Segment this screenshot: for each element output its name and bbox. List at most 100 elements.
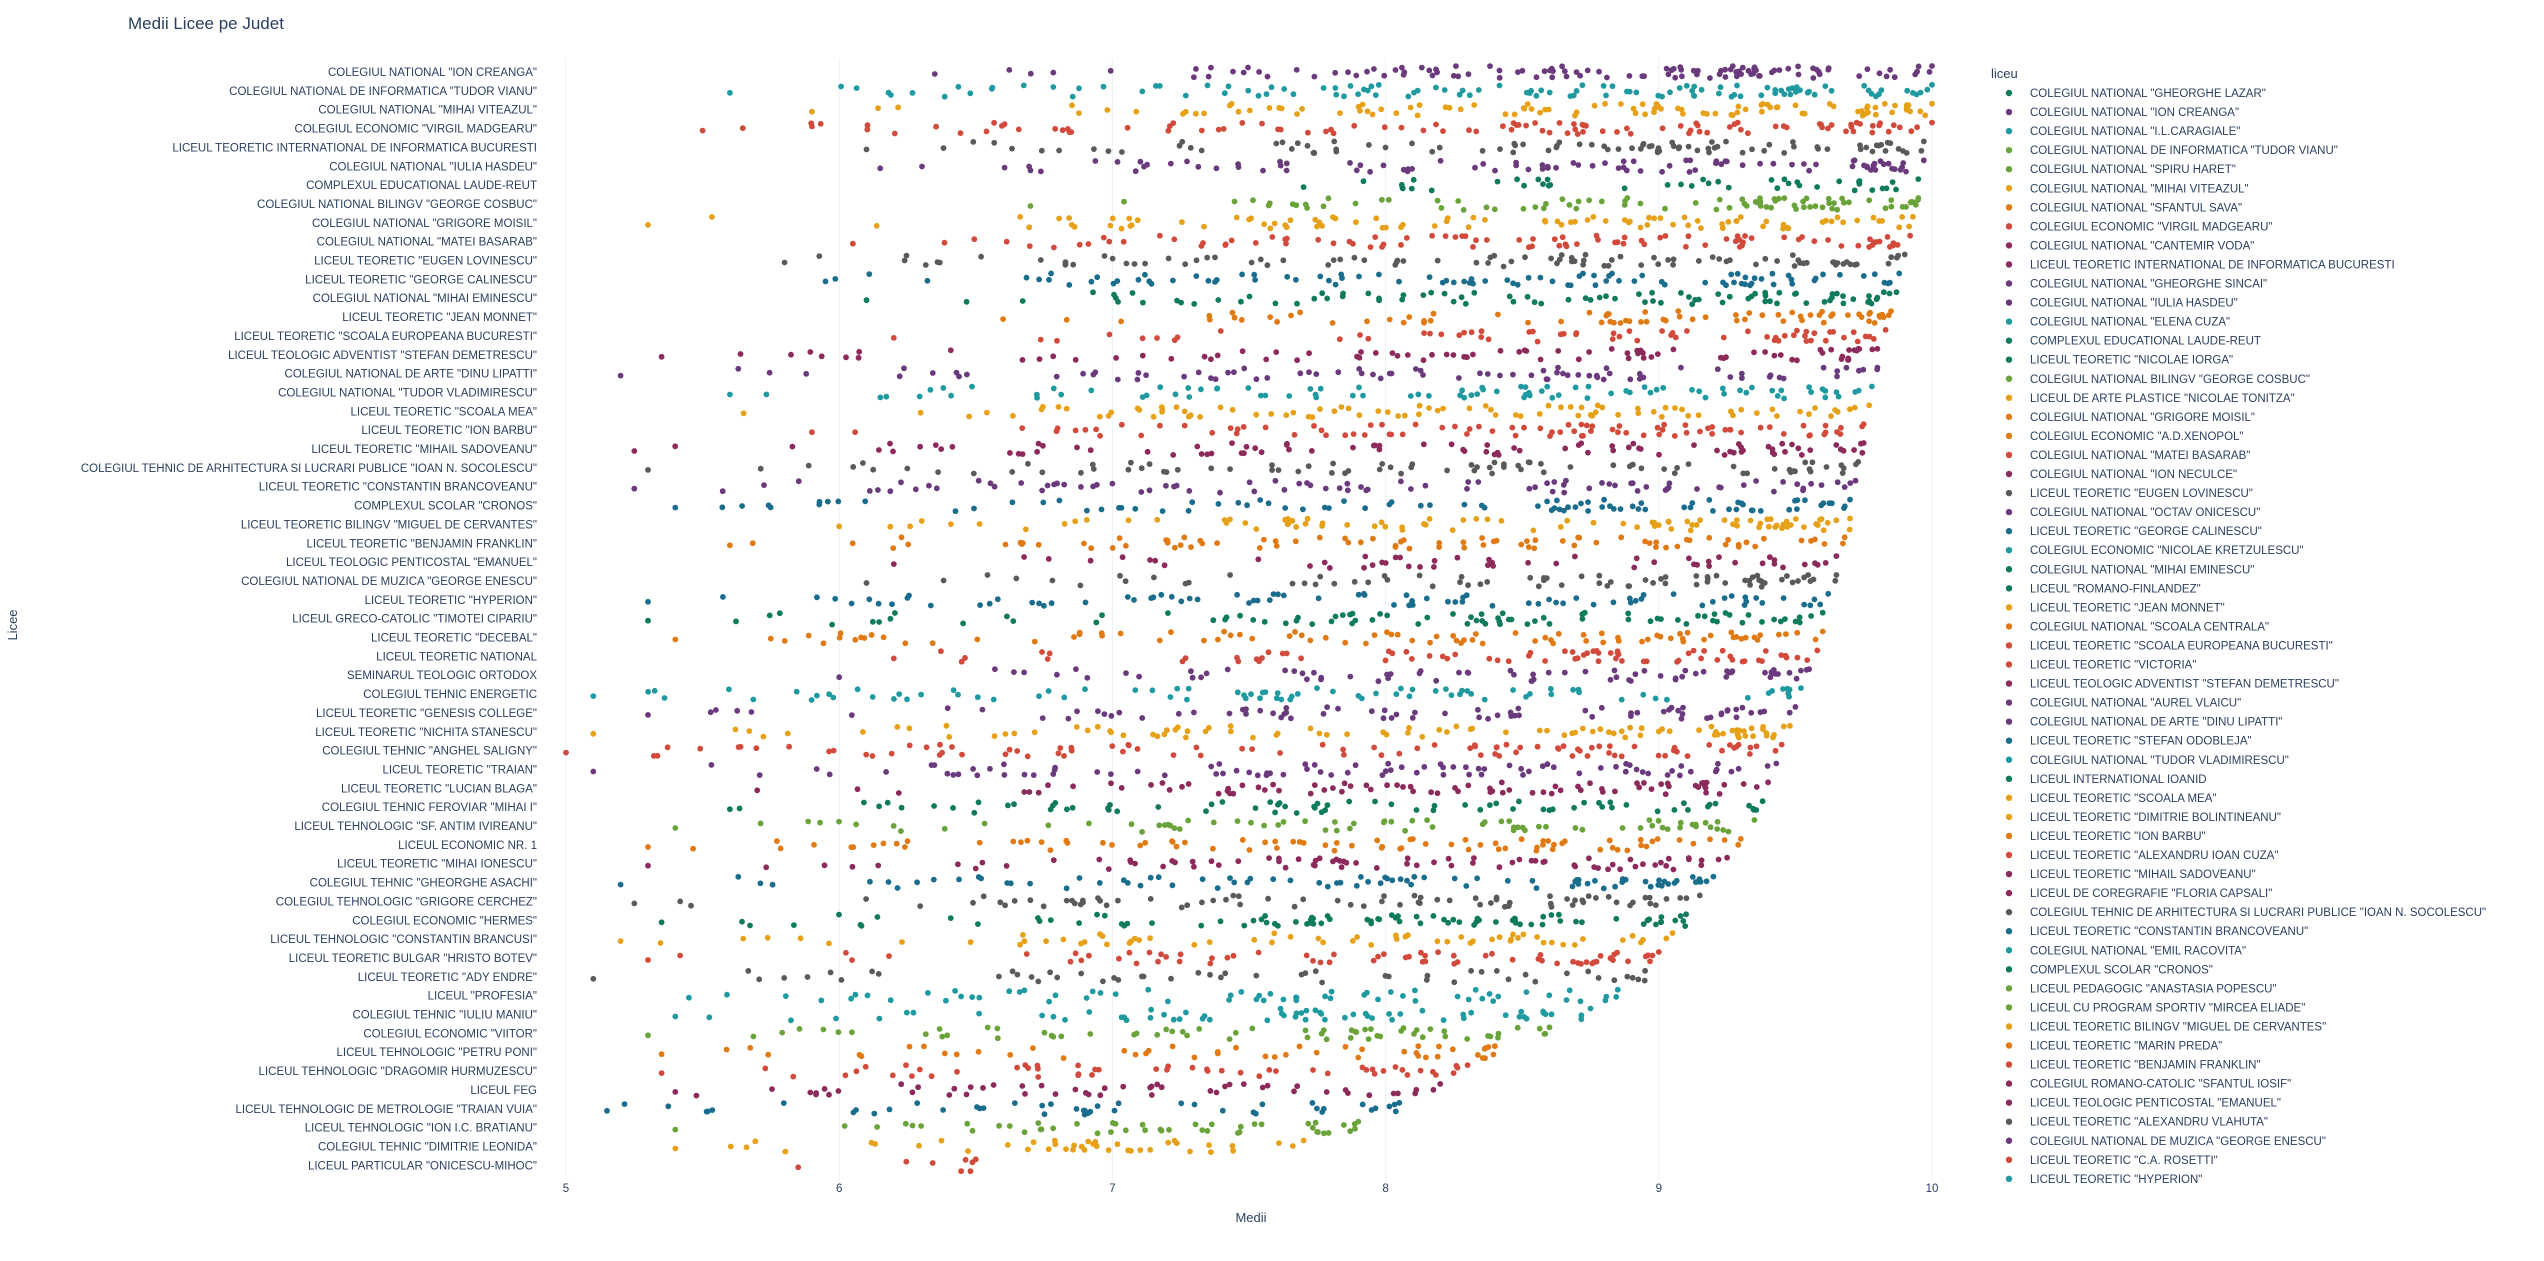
data-point[interactable] <box>1612 883 1618 890</box>
data-point[interactable] <box>1618 696 1625 703</box>
data-point[interactable] <box>1035 789 1042 796</box>
data-point[interactable] <box>863 297 870 304</box>
legend-item[interactable]: COLEGIUL ECONOMIC "VIRGIL MADGEARU" <box>2005 221 2273 233</box>
data-point[interactable] <box>645 688 651 695</box>
data-point[interactable] <box>1131 261 1138 267</box>
data-point[interactable] <box>1388 431 1395 438</box>
data-point[interactable] <box>672 825 679 831</box>
data-point[interactable] <box>1197 414 1203 420</box>
data-point[interactable] <box>1591 272 1597 279</box>
data-point[interactable] <box>1363 1067 1370 1073</box>
data-point[interactable] <box>1536 1025 1543 1032</box>
data-point[interactable] <box>1679 406 1685 413</box>
legend-item[interactable]: LICEUL INTERNATIONAL IOANID <box>2005 774 2207 786</box>
legend-item[interactable]: COLEGIUL ECONOMIC "A.D.XENOPOL" <box>2005 431 2244 443</box>
data-point[interactable] <box>1820 271 1826 278</box>
data-point[interactable] <box>1422 841 1429 847</box>
data-point[interactable] <box>853 85 860 91</box>
data-point[interactable] <box>1222 970 1229 977</box>
data-point[interactable] <box>1020 932 1026 938</box>
data-point[interactable] <box>1047 847 1054 853</box>
data-point[interactable] <box>1148 1006 1154 1013</box>
data-point[interactable] <box>1063 316 1070 323</box>
data-point[interactable] <box>1037 336 1044 343</box>
data-point[interactable] <box>1365 1036 1372 1042</box>
data-point[interactable] <box>1866 402 1873 409</box>
data-point[interactable] <box>890 823 897 829</box>
data-point[interactable] <box>937 741 943 748</box>
data-point[interactable] <box>1325 262 1332 268</box>
data-point[interactable] <box>970 470 977 477</box>
data-point[interactable] <box>1191 301 1198 307</box>
data-point[interactable] <box>944 705 951 712</box>
data-point[interactable] <box>1293 617 1300 624</box>
data-point[interactable] <box>1364 318 1370 325</box>
data-point[interactable] <box>1208 801 1215 808</box>
data-point[interactable] <box>1408 464 1415 471</box>
data-point[interactable] <box>1282 667 1288 674</box>
data-point[interactable] <box>929 370 936 376</box>
data-point[interactable] <box>1170 120 1177 126</box>
data-point[interactable] <box>1744 470 1750 477</box>
data-point[interactable] <box>1516 856 1523 863</box>
data-point[interactable] <box>1473 128 1480 135</box>
data-point[interactable] <box>1656 877 1662 884</box>
data-point[interactable] <box>877 394 884 401</box>
data-point[interactable] <box>1225 785 1232 792</box>
data-point[interactable] <box>1134 217 1141 224</box>
data-point[interactable] <box>1330 214 1336 221</box>
data-point[interactable] <box>1128 1148 1134 1154</box>
data-point[interactable] <box>658 353 665 360</box>
data-point[interactable] <box>1735 765 1742 772</box>
data-point[interactable] <box>1058 391 1065 398</box>
data-point[interactable] <box>769 1086 775 1092</box>
data-point[interactable] <box>1427 502 1433 508</box>
data-point[interactable] <box>1312 968 1319 975</box>
data-point[interactable] <box>1182 580 1189 587</box>
data-point[interactable] <box>1586 485 1593 492</box>
data-point[interactable] <box>1764 334 1770 340</box>
data-point[interactable] <box>1707 836 1713 843</box>
data-point[interactable] <box>1493 388 1500 395</box>
data-point[interactable] <box>1499 610 1506 617</box>
data-point[interactable] <box>1772 747 1779 754</box>
data-point[interactable] <box>1599 480 1605 486</box>
data-point[interactable] <box>1520 205 1527 212</box>
data-point[interactable] <box>969 1127 976 1134</box>
data-point[interactable] <box>1185 781 1192 787</box>
data-point[interactable] <box>1220 125 1227 132</box>
data-point[interactable] <box>1721 452 1728 458</box>
data-point[interactable] <box>1856 178 1862 185</box>
data-point[interactable] <box>1766 554 1773 560</box>
data-point[interactable] <box>1780 221 1787 228</box>
data-point[interactable] <box>1108 780 1114 787</box>
data-point[interactable] <box>1387 989 1394 995</box>
data-point[interactable] <box>1317 573 1324 580</box>
data-point[interactable] <box>1474 915 1481 922</box>
data-point[interactable] <box>1814 647 1821 654</box>
data-point[interactable] <box>1571 428 1578 435</box>
data-point[interactable] <box>1464 1036 1471 1042</box>
data-point[interactable] <box>1683 536 1690 543</box>
data-point[interactable] <box>1650 580 1656 586</box>
data-point[interactable] <box>1814 561 1821 568</box>
data-point[interactable] <box>1417 920 1424 927</box>
data-point[interactable] <box>1555 392 1562 398</box>
data-point[interactable] <box>869 753 876 759</box>
data-point[interactable] <box>1622 876 1629 883</box>
data-point[interactable] <box>883 769 889 775</box>
data-point[interactable] <box>1255 949 1262 956</box>
data-point[interactable] <box>1670 256 1677 263</box>
data-point[interactable] <box>1548 912 1555 918</box>
data-point[interactable] <box>1574 241 1580 248</box>
data-point[interactable] <box>1133 108 1140 115</box>
data-point[interactable] <box>1477 901 1483 908</box>
data-point[interactable] <box>736 805 743 812</box>
data-point[interactable] <box>856 1051 863 1058</box>
data-point[interactable] <box>1283 240 1289 247</box>
data-point[interactable] <box>1841 199 1847 206</box>
data-point[interactable] <box>1094 911 1100 918</box>
data-point[interactable] <box>907 523 913 530</box>
data-point[interactable] <box>1734 233 1741 240</box>
data-point[interactable] <box>1035 1074 1042 1080</box>
